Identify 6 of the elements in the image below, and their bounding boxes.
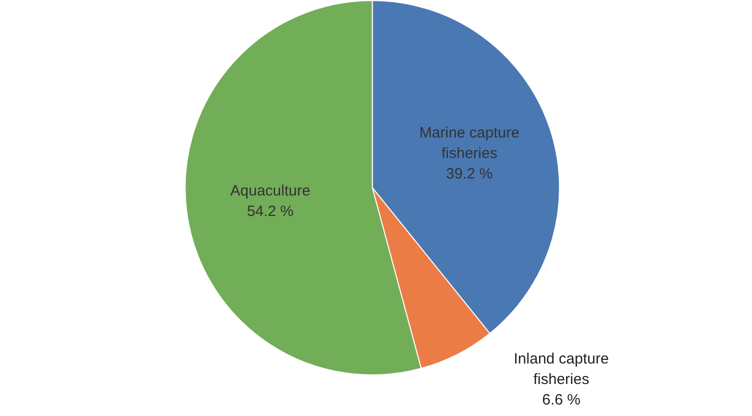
data-label: 6.6 % bbox=[542, 391, 580, 408]
slice-label: Marine capture fisheries bbox=[419, 124, 520, 162]
slice-label: Aquaculture bbox=[230, 182, 310, 200]
slice-label: Inland capture fisheries bbox=[514, 350, 609, 388]
data-label: 54.2 % bbox=[246, 202, 294, 220]
data-label: 39.2 % bbox=[446, 165, 493, 182]
